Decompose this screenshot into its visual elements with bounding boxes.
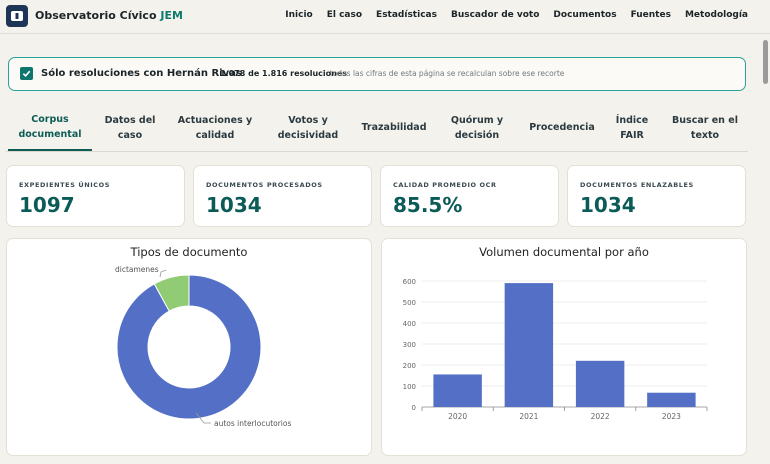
tab-label-line2: decisión: [454, 129, 500, 141]
bar-2020: [433, 374, 482, 407]
bar-ytick-label: 500: [403, 299, 416, 307]
bar-xtick-label: 2023: [662, 412, 681, 421]
donut-chart-title: Tipos de documento: [130, 245, 248, 259]
nav-fuentes[interactable]: Fuentes: [630, 10, 671, 20]
panel-tipos-documento: Tipos de documento autos interlocutorios…: [6, 238, 372, 456]
kpi-label: CALIDAD PROMEDIO OCR: [393, 181, 497, 189]
donut-slice-0: [116, 274, 262, 420]
section-tabs: Corpus documental Datos del caso Actuacion…: [6, 104, 748, 152]
kpi-card-documentos-enlazables: DOCUMENTOS ENLAZABLES 1034: [567, 165, 746, 227]
donut-leader-line-1: [159, 269, 167, 278]
page-scrollbar-thumb[interactable]: [763, 40, 768, 84]
filter-banner: Sólo resoluciones con Hernán Rivas 1.078…: [8, 57, 746, 91]
kpi-card-calidad-ocr: CALIDAD PROMEDIO OCR 85.5%: [380, 165, 559, 227]
tab-label-line1: Corpus: [31, 113, 69, 125]
donut-label-0: autos interlocutorios: [214, 419, 291, 428]
kpi-value: 1034: [580, 193, 636, 217]
bar-2021: [504, 283, 554, 407]
donut-chart: autos interlocutorios dictamenes: [115, 265, 291, 428]
filter-checkbox[interactable]: [20, 67, 33, 80]
kpi-label: DOCUMENTOS ENLAZABLES: [580, 181, 694, 189]
nav-estadisticas[interactable]: Estadísticas: [376, 10, 437, 20]
filter-count: 1.078 de 1.816 resoluciones: [220, 69, 348, 78]
tab-actuaciones-y-calidad[interactable]: Actuaciones y calidad: [172, 104, 258, 151]
bar-2023: [647, 392, 696, 407]
filter-label[interactable]: Sólo resoluciones con Hernán Rivas: [41, 68, 242, 79]
donut-leader-line-0: [195, 412, 211, 424]
bar-ytick-label: 600: [403, 278, 416, 286]
tab-indice-fair[interactable]: Índice FAIR: [606, 104, 658, 151]
tab-quorum-y-decision[interactable]: Quórum y decisión: [440, 104, 514, 151]
tab-label-line2: FAIR: [620, 129, 644, 141]
tab-label-line1: Índice: [615, 114, 649, 126]
bar-ytick-label: 400: [403, 320, 416, 328]
logo-icon[interactable]: [6, 5, 28, 27]
kpi-label: DOCUMENTOS PROCESADOS: [206, 181, 323, 189]
kpi-card-documentos-procesados: DOCUMENTOS PROCESADOS 1034: [193, 165, 372, 227]
tab-label-line1: Votos y: [288, 114, 328, 126]
tab-label: Procedencia: [529, 122, 595, 133]
bar-ytick-label: 200: [403, 362, 416, 370]
bar-xtick-label: 2022: [591, 412, 610, 421]
tab-label-line2: caso: [117, 129, 143, 141]
bar-ytick-label: 100: [403, 383, 416, 391]
nav-documentos[interactable]: Documentos: [553, 10, 617, 20]
nav-buscador-de-voto[interactable]: Buscador de voto: [450, 10, 540, 20]
tab-buscar-en-el-texto[interactable]: Buscar en el texto: [666, 104, 744, 151]
tab-datos-del-caso[interactable]: Datos del caso: [94, 104, 166, 151]
tab-trazabilidad[interactable]: Trazabilidad: [356, 104, 432, 151]
bar-chart: 0 100 200 300 400 500 600 2020 2021 2022 2023: [403, 278, 708, 421]
kpi-value: 1097: [19, 193, 75, 217]
nav-metodologia[interactable]: Metodología: [684, 10, 748, 20]
brand-name: Observatorio Cívico: [35, 9, 157, 22]
bar-xtick-label: 2020: [448, 412, 467, 421]
bar-xtick-label: 2021: [519, 412, 538, 421]
kpi-label: EXPEDIENTES ÚNICOS: [19, 181, 111, 189]
bar-2022: [575, 360, 625, 407]
donut-slice-1: [153, 274, 190, 312]
panel-volumen-por-ano: Volumen documental por año 0 100 200 300 400…: [381, 238, 747, 456]
tab-label-line2: documental: [18, 128, 82, 140]
top-navigation-bar: Observatorio Cívico JEM Inicio El caso E…: [0, 0, 770, 34]
tab-label-line2: texto: [690, 129, 720, 141]
tab-votos-y-decisividad[interactable]: Votos y decisividad: [268, 104, 348, 151]
tab-label: Trazabilidad: [361, 122, 427, 133]
tab-corpus-documental[interactable]: Corpus documental: [8, 104, 92, 151]
tab-label-line2: calidad: [195, 129, 235, 141]
bar-ytick-label: 0: [412, 404, 416, 412]
tab-label-line2: decisividad: [277, 129, 339, 141]
tab-label-line1: Actuaciones y: [177, 114, 253, 126]
tab-label-line1: Datos del: [104, 114, 156, 126]
tab-label-line1: Buscar en el: [672, 114, 738, 126]
brand-title[interactable]: Observatorio Cívico JEM: [35, 9, 183, 22]
tab-procedencia[interactable]: Procedencia: [524, 104, 600, 151]
donut-label-1: dictamenes: [115, 265, 159, 274]
main-nav: Inicio El caso Estadísticas Buscador de …: [285, 10, 748, 20]
tab-label-line1: Quórum y: [450, 114, 504, 126]
kpi-value: 1034: [206, 193, 262, 217]
brand-accent: JEM: [160, 9, 183, 22]
nav-inicio[interactable]: Inicio: [285, 10, 313, 20]
bar-chart-title: Volumen documental por año: [479, 245, 649, 259]
nav-el-caso[interactable]: El caso: [326, 10, 363, 20]
check-icon: [22, 70, 31, 78]
kpi-card-expedientes: EXPEDIENTES ÚNICOS 1097: [6, 165, 185, 227]
kpi-value: 85.5%: [393, 193, 463, 217]
filter-note: · todas las cifras de esta página se rec…: [325, 69, 565, 78]
bar-ytick-label: 300: [403, 341, 416, 349]
